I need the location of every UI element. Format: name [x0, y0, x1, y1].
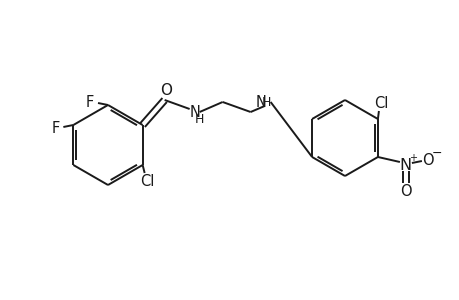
Text: F: F [51, 121, 59, 136]
Text: N: N [255, 94, 265, 110]
Text: H: H [261, 95, 271, 109]
Text: N: N [189, 104, 200, 119]
Text: O: O [159, 82, 171, 98]
Text: +: + [408, 153, 416, 163]
Text: O: O [421, 152, 433, 167]
Text: Cl: Cl [140, 173, 155, 188]
Text: −: − [431, 146, 441, 160]
Text: O: O [399, 184, 411, 199]
Text: Cl: Cl [373, 95, 387, 110]
Text: F: F [86, 94, 94, 110]
Text: N: N [399, 158, 411, 172]
Text: H: H [195, 112, 204, 125]
